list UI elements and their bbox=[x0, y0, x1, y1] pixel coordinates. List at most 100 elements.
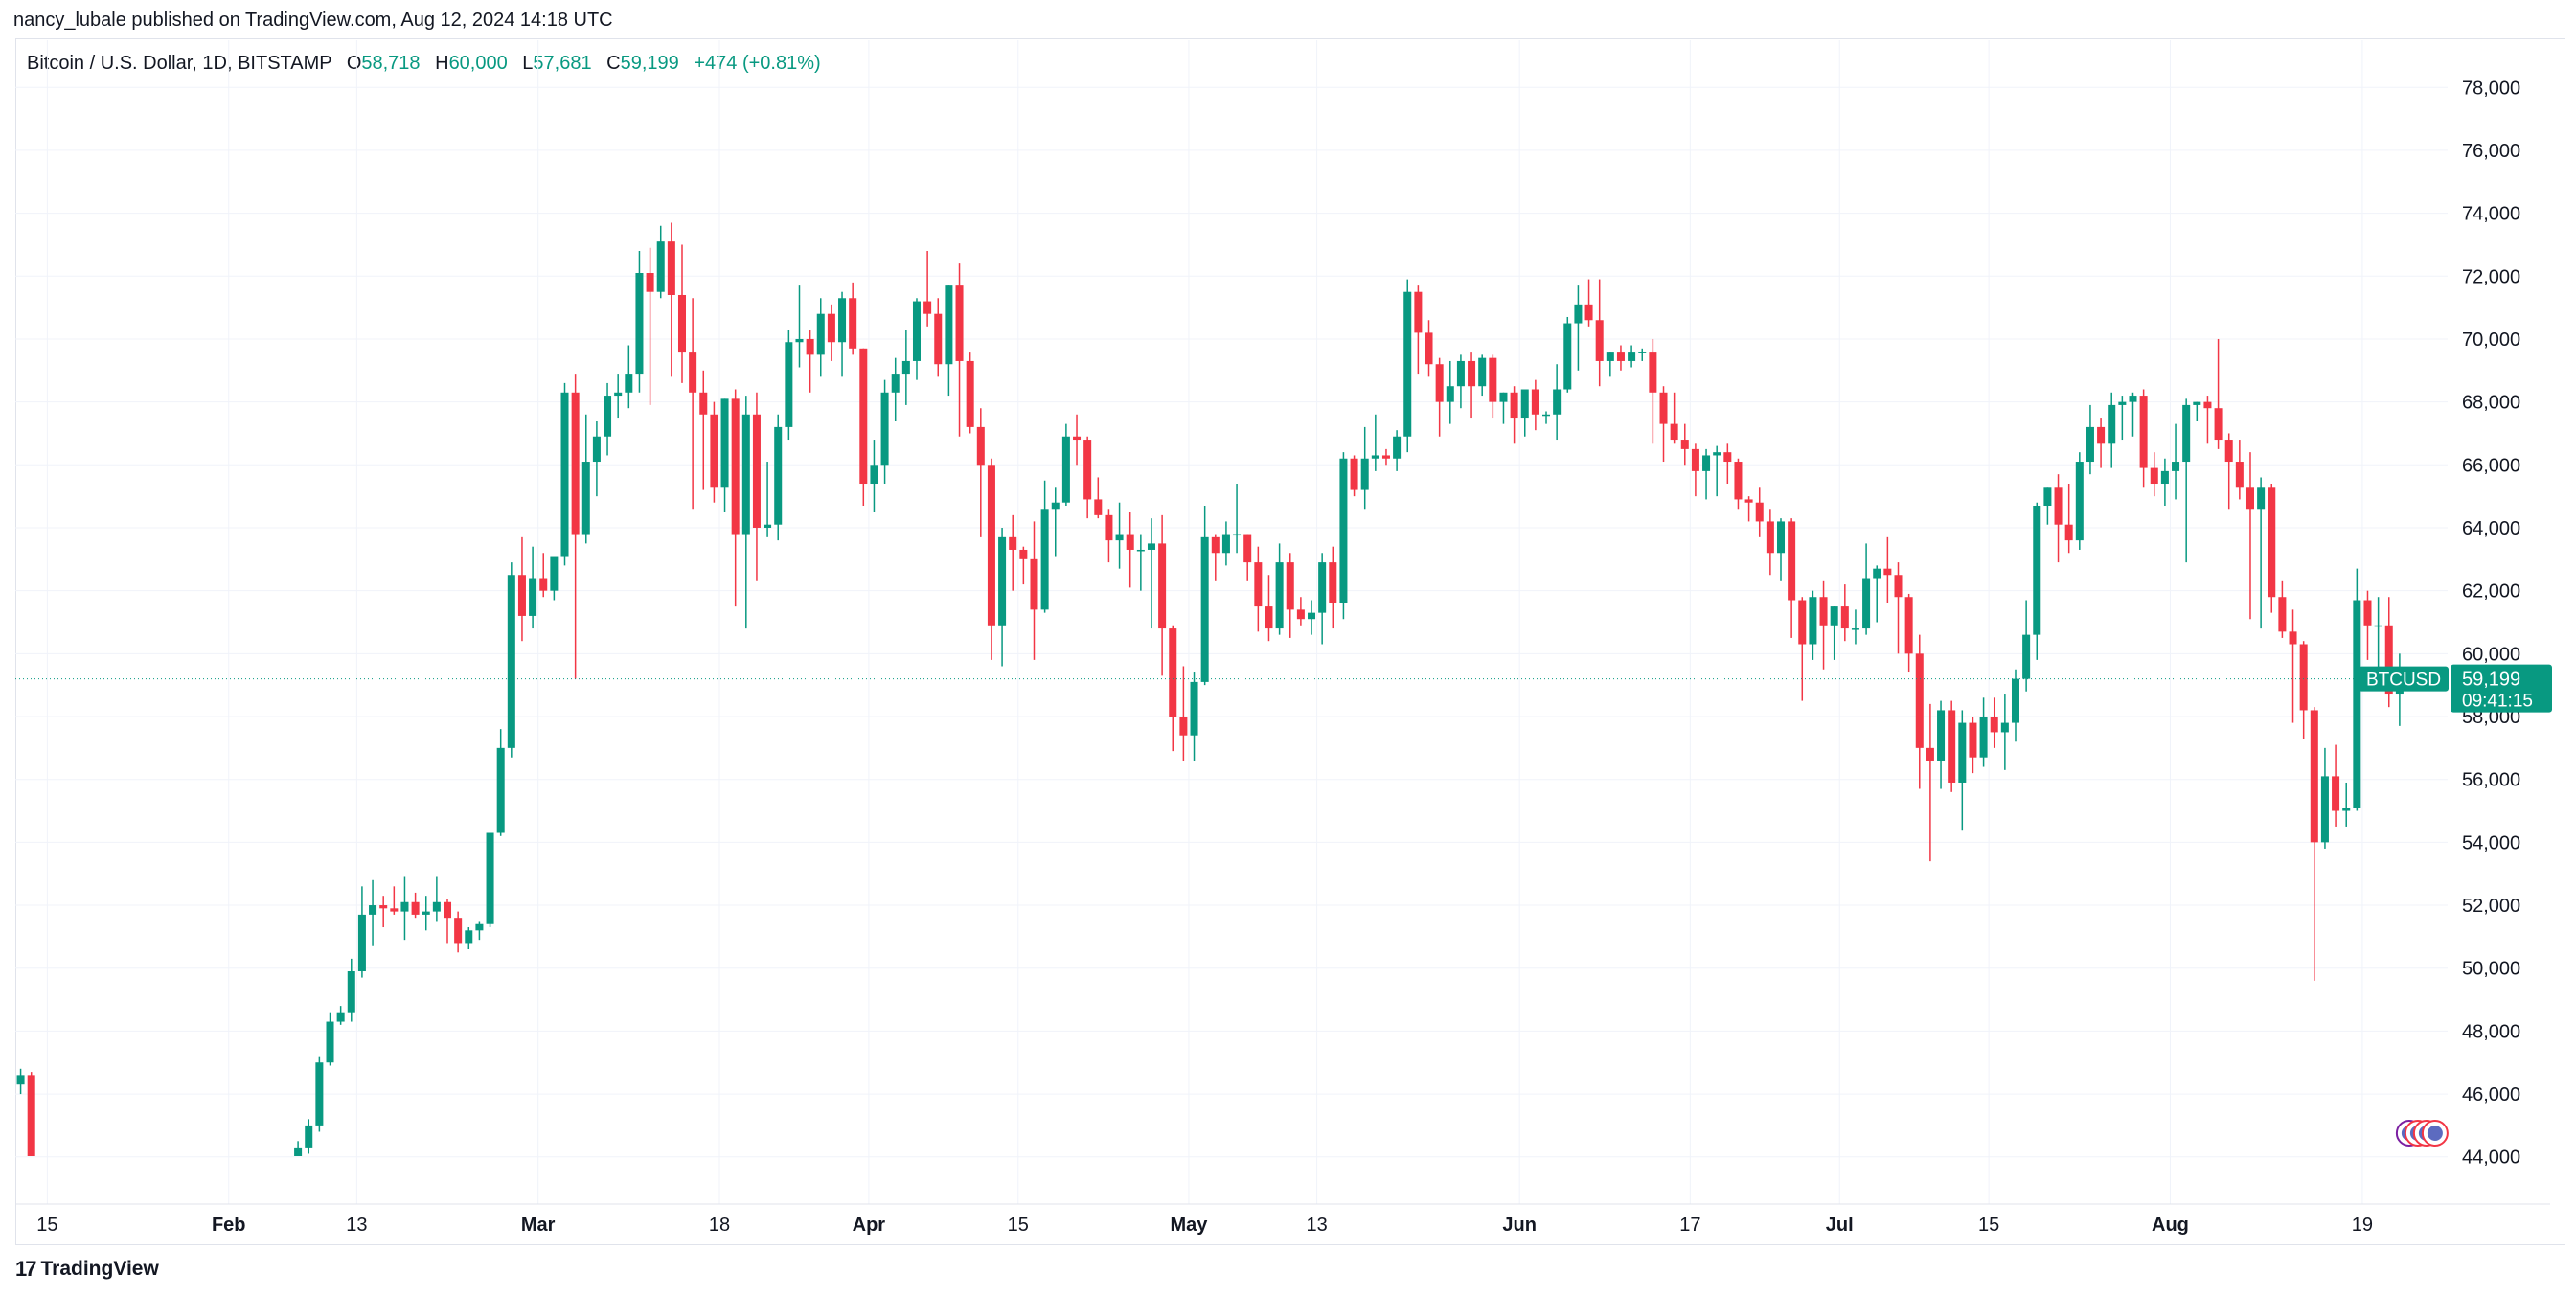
candle-body bbox=[209, 1179, 217, 1192]
low-value: 57,681 bbox=[533, 53, 592, 74]
candle-body bbox=[2353, 600, 2361, 808]
tradingview-logo-icon[interactable]: 17 bbox=[15, 1257, 37, 1281]
price-tick-label: 46,000 bbox=[2462, 1084, 2520, 1105]
candle-body bbox=[2118, 401, 2127, 405]
countdown-value: 09:41:15 bbox=[2462, 692, 2533, 712]
candle-body bbox=[1360, 458, 1369, 490]
candle-body bbox=[1403, 291, 1412, 437]
candle-body bbox=[2033, 506, 2041, 635]
candle-body bbox=[1691, 448, 1699, 471]
candle-body bbox=[1926, 747, 1934, 761]
candle-body bbox=[1296, 609, 1305, 620]
candle-body bbox=[752, 414, 761, 528]
candle-body bbox=[1606, 352, 1614, 361]
price-tick-label: 48,000 bbox=[2462, 1021, 2520, 1042]
candle-body bbox=[2022, 634, 2031, 679]
candle-body bbox=[2332, 776, 2340, 811]
candle-body bbox=[1115, 534, 1124, 541]
price-tick-label: 68,000 bbox=[2462, 393, 2520, 414]
candle-body bbox=[177, 1182, 185, 1217]
price-tick-label: 50,000 bbox=[2462, 959, 2520, 980]
candle-body bbox=[1883, 568, 1892, 576]
candle-body bbox=[1083, 440, 1092, 500]
candle-body bbox=[1179, 717, 1188, 736]
candle-body bbox=[369, 905, 377, 915]
time-tick-label: May bbox=[1171, 1215, 1209, 1236]
candle-body bbox=[2054, 487, 2063, 525]
flag-icon bbox=[2427, 1126, 2443, 1141]
candle-body bbox=[880, 392, 889, 466]
candle-body bbox=[1489, 357, 1497, 402]
candle-body bbox=[1126, 534, 1134, 550]
candle-body bbox=[1147, 543, 1155, 550]
candle-body bbox=[2268, 487, 2276, 598]
candles bbox=[16, 222, 2404, 1255]
candle-body bbox=[16, 1075, 25, 1085]
candle-body bbox=[2224, 440, 2233, 463]
candle-body bbox=[1520, 389, 1529, 419]
candle-body bbox=[1318, 562, 1327, 613]
candle-body bbox=[38, 1195, 46, 1196]
candle-body bbox=[155, 1226, 163, 1255]
price-tick-label: 44,000 bbox=[2462, 1148, 2520, 1169]
candle-body bbox=[1051, 502, 1060, 510]
candle-body bbox=[966, 360, 974, 427]
candle-body bbox=[432, 901, 441, 912]
footer: 17 TradingView bbox=[15, 1257, 159, 1282]
candle-body bbox=[1616, 352, 1625, 361]
candle-body bbox=[465, 930, 473, 944]
low-label: L bbox=[522, 53, 534, 74]
time-tick-label: 15 bbox=[1008, 1215, 1029, 1236]
candle-body bbox=[1862, 578, 1871, 629]
candlestick-chart[interactable]: 44,000 46,000 48,000 50,000 52,000 54,000 56,0… bbox=[0, 0, 2576, 1255]
time-tick-label: 13 bbox=[346, 1215, 367, 1236]
candle-body bbox=[1329, 562, 1337, 603]
candle-body bbox=[945, 285, 953, 365]
candle-body bbox=[976, 426, 985, 466]
candle-body bbox=[422, 911, 430, 915]
candle-body bbox=[529, 578, 537, 616]
brand-name[interactable]: TradingView bbox=[40, 1258, 159, 1280]
candle-body bbox=[849, 298, 857, 349]
candle-body bbox=[454, 918, 463, 944]
candle-body bbox=[2150, 467, 2158, 485]
candle-body bbox=[827, 313, 835, 343]
candle-body bbox=[517, 575, 526, 616]
candle-body bbox=[1851, 628, 1859, 630]
candle-body bbox=[326, 1021, 334, 1063]
candle-body bbox=[2097, 426, 2106, 444]
candle-body bbox=[614, 392, 623, 397]
price-tick-label: 56,000 bbox=[2462, 770, 2520, 791]
candle-body bbox=[475, 923, 484, 931]
candle-body bbox=[1670, 423, 1678, 441]
symbol-title[interactable]: Bitcoin / U.S. Dollar, 1D, BITSTAMP bbox=[27, 53, 332, 74]
candle-body bbox=[2278, 597, 2287, 632]
candle-body bbox=[806, 338, 814, 355]
candle-body bbox=[2129, 396, 2137, 402]
economic-events bbox=[2395, 1120, 2449, 1147]
chart-frame bbox=[15, 38, 2565, 1245]
candle-body bbox=[764, 524, 772, 528]
candle-body bbox=[699, 392, 708, 415]
candle-body bbox=[720, 398, 729, 488]
candle-body bbox=[1371, 455, 1379, 459]
candle-body bbox=[731, 398, 740, 535]
price-tick-label: 72,000 bbox=[2462, 266, 2520, 287]
symbol-tag bbox=[2359, 666, 2449, 692]
open-value: 58,718 bbox=[361, 53, 421, 74]
candle-body bbox=[1659, 392, 1668, 424]
price-tick-label: 76,000 bbox=[2462, 141, 2520, 162]
close-label: C bbox=[606, 53, 621, 74]
candle-body bbox=[1243, 534, 1252, 563]
publish-info: nancy_lubale published on TradingView.co… bbox=[13, 10, 613, 31]
time-tick-label: 17 bbox=[1679, 1215, 1700, 1236]
candle-body bbox=[1809, 597, 1817, 645]
candle-body bbox=[625, 374, 633, 393]
candle-body bbox=[1030, 558, 1038, 610]
candle-body bbox=[1510, 392, 1518, 419]
candle-body bbox=[1073, 436, 1082, 441]
candle-body bbox=[646, 273, 654, 292]
grid-lines bbox=[15, 40, 2448, 1204]
candle-body bbox=[27, 1075, 35, 1156]
